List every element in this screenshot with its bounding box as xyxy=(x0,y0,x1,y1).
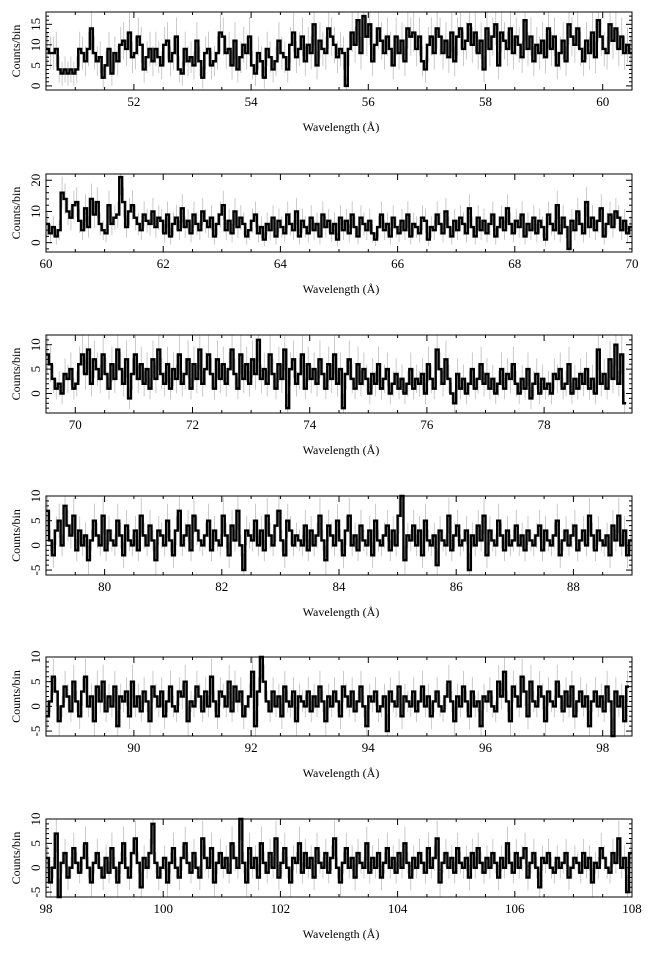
x-tick-label: 80 xyxy=(98,579,111,594)
y-tick-label: 5 xyxy=(28,678,43,685)
x-axis-title: Wavelength (Å) xyxy=(303,927,380,941)
x-tick-label: 76 xyxy=(420,417,434,432)
x-tick-label: 106 xyxy=(505,901,525,916)
x-tick-label: 108 xyxy=(622,901,642,916)
x-tick-label: 52 xyxy=(127,94,140,109)
series-line xyxy=(46,175,632,251)
chart-panel-6: 98 100 102 104 106 108 -5 0 5 10 Wavelength (Å) Cou… xyxy=(9,813,642,942)
y-tick-label: 0 xyxy=(28,542,43,549)
y-tick-label: 5 xyxy=(28,62,43,69)
y-axis-title: Counts/bin xyxy=(9,832,23,885)
y-tick-label: 0 xyxy=(28,390,43,397)
x-tick-label: 98 xyxy=(40,901,53,916)
x-axis-title: Wavelength (Å) xyxy=(303,282,380,296)
chart-panel-4: 80 82 84 86 88 -5 0 5 10 Wavelength (Å) Counts/bin xyxy=(9,490,633,619)
y-tick-label: 5 xyxy=(28,840,43,847)
y-tick-label: -5 xyxy=(28,887,43,898)
x-tick-label: 86 xyxy=(450,579,464,594)
chart-panel-5: 90 92 94 96 98 -5 0 5 10 Wavelength (Å) Counts/bin xyxy=(9,651,633,780)
y-tick-label: 10 xyxy=(28,813,43,826)
y-tick-label: 0 xyxy=(28,865,43,872)
x-tick-label: 64 xyxy=(274,256,288,271)
x-axis-title: Wavelength (Å) xyxy=(303,443,380,457)
y-tick-label: 0 xyxy=(28,239,43,246)
series-line xyxy=(46,494,632,572)
y-tick-label: 20 xyxy=(28,174,43,187)
series-line xyxy=(46,14,632,88)
y-tick-label: 0 xyxy=(28,83,43,90)
x-tick-label: 74 xyxy=(303,417,317,432)
y-tick-label: 10 xyxy=(28,490,43,503)
y-tick-label: -5 xyxy=(28,565,43,576)
x-tick-label: 104 xyxy=(388,901,408,916)
x-axis-title: Wavelength (Å) xyxy=(303,766,380,780)
chart-panel-1: 52 54 56 58 60 0 5 10 15 Wavelength (Å) Counts/bin xyxy=(9,11,633,134)
y-axis-title: Counts/bin xyxy=(9,25,23,78)
y-tick-label: 10 xyxy=(28,205,43,218)
y-tick-label: 5 xyxy=(28,366,43,373)
x-tick-label: 90 xyxy=(127,740,140,755)
y-axis-title: Counts/bin xyxy=(9,509,23,562)
y-tick-label: 5 xyxy=(28,517,43,524)
x-tick-label: 60 xyxy=(596,94,609,109)
x-tick-label: 54 xyxy=(245,94,259,109)
x-tick-label: 102 xyxy=(271,901,291,916)
y-axis-title: Counts/bin xyxy=(9,348,23,401)
x-tick-label: 96 xyxy=(479,740,493,755)
x-tick-label: 66 xyxy=(391,256,405,271)
y-axis-title: Counts/bin xyxy=(9,670,23,723)
y-tick-label: 10 xyxy=(28,338,43,351)
x-tick-label: 72 xyxy=(186,417,199,432)
x-tick-label: 82 xyxy=(215,579,228,594)
x-tick-label: 88 xyxy=(567,579,580,594)
x-tick-label: 56 xyxy=(362,94,376,109)
x-tick-label: 62 xyxy=(157,256,170,271)
series-line xyxy=(46,655,630,738)
x-tick-label: 70 xyxy=(626,256,639,271)
x-tick-label: 78 xyxy=(538,417,551,432)
x-tick-label: 58 xyxy=(479,94,492,109)
series-line xyxy=(46,338,627,410)
x-tick-label: 60 xyxy=(40,256,53,271)
chart-panel-2: 60 62 64 66 68 70 0 10 20 Wavelength (Å) Counts/bi… xyxy=(9,173,639,296)
x-tick-label: 68 xyxy=(508,256,521,271)
x-tick-label: 70 xyxy=(69,417,82,432)
x-tick-label: 98 xyxy=(596,740,609,755)
x-tick-label: 84 xyxy=(333,579,347,594)
x-tick-label: 94 xyxy=(362,740,376,755)
y-tick-label: 10 xyxy=(28,38,43,51)
y-tick-label: 10 xyxy=(28,651,43,664)
chart-panel-3: 70 72 74 76 78 0 5 10 Wavelength (Å) Counts/bin xyxy=(9,334,633,457)
y-tick-label: 0 xyxy=(28,703,43,710)
x-axis-title: Wavelength (Å) xyxy=(303,120,380,134)
y-tick-label: 15 xyxy=(28,18,43,31)
x-axis-title: Wavelength (Å) xyxy=(303,605,380,619)
y-tick-label: -5 xyxy=(28,726,43,737)
x-tick-label: 92 xyxy=(245,740,258,755)
x-tick-label: 100 xyxy=(153,901,173,916)
y-axis-title: Counts/bin xyxy=(9,187,23,240)
series-line xyxy=(46,817,632,899)
